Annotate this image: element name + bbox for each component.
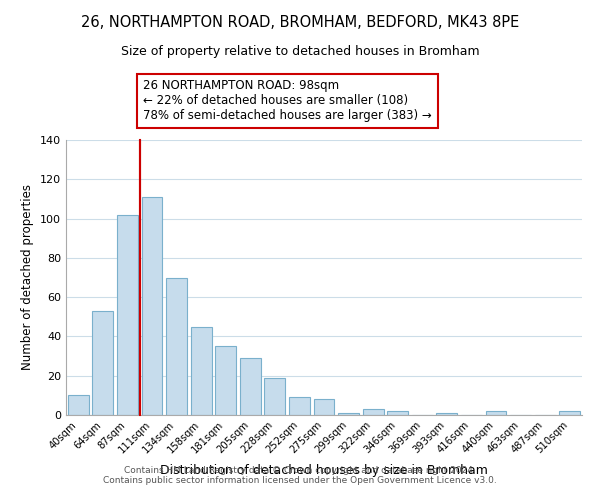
Bar — [485, 411, 506, 415]
Bar — [362, 409, 383, 415]
Bar — [289, 398, 310, 415]
Bar — [436, 413, 457, 415]
Bar — [265, 378, 286, 415]
Bar — [387, 411, 408, 415]
Bar — [191, 326, 212, 415]
Bar — [240, 358, 261, 415]
Text: Size of property relative to detached houses in Bromham: Size of property relative to detached ho… — [121, 45, 479, 58]
Bar — [559, 411, 580, 415]
Bar — [92, 311, 113, 415]
Text: Contains HM Land Registry data © Crown copyright and database right 2024.
Contai: Contains HM Land Registry data © Crown c… — [103, 466, 497, 485]
Text: 26 NORTHAMPTON ROAD: 98sqm
← 22% of detached houses are smaller (108)
78% of sem: 26 NORTHAMPTON ROAD: 98sqm ← 22% of deta… — [143, 80, 432, 122]
Bar — [314, 400, 334, 415]
Bar — [166, 278, 187, 415]
Bar — [142, 197, 163, 415]
Bar — [68, 396, 89, 415]
Bar — [338, 413, 359, 415]
Bar — [215, 346, 236, 415]
Y-axis label: Number of detached properties: Number of detached properties — [22, 184, 34, 370]
Text: 26, NORTHAMPTON ROAD, BROMHAM, BEDFORD, MK43 8PE: 26, NORTHAMPTON ROAD, BROMHAM, BEDFORD, … — [81, 15, 519, 30]
X-axis label: Distribution of detached houses by size in Bromham: Distribution of detached houses by size … — [160, 464, 488, 477]
Bar — [117, 214, 138, 415]
